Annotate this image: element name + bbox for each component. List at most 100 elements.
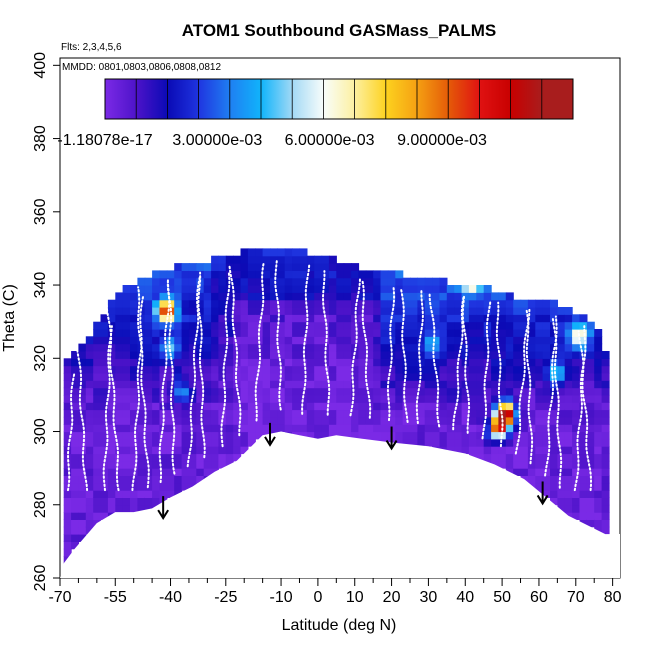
- heatmap-cell: [93, 512, 102, 520]
- heatmap-cell: [535, 394, 544, 403]
- heatmap-cell: [476, 351, 485, 359]
- heatmap-cell: [181, 336, 190, 345]
- heatmap-cell: [321, 299, 330, 308]
- heatmap-cell: [152, 343, 161, 352]
- heatmap-cell: [277, 402, 286, 411]
- heatmap-cell: [579, 504, 588, 513]
- heatmap-cell: [188, 394, 197, 403]
- heatmap-cell: [387, 387, 396, 396]
- heatmap-cell: [351, 329, 360, 337]
- heatmap-cell: [233, 402, 242, 411]
- heatmap-cell: [306, 336, 315, 345]
- heatmap-cell: [491, 307, 500, 315]
- heatmap-cell: [395, 292, 404, 301]
- heatmap-cell: [181, 424, 190, 433]
- heatmap-cell: [284, 299, 293, 308]
- heatmap-cell: [498, 307, 507, 315]
- heatmap-cell: [402, 351, 411, 359]
- heatmap-cell: [107, 438, 116, 447]
- heatmap-cell: [233, 263, 242, 271]
- heatmap-cell: [255, 270, 264, 279]
- heatmap-cell: [262, 424, 271, 433]
- heatmap-cell: [491, 329, 500, 337]
- heatmap-cell: [446, 372, 455, 381]
- heatmap-cell: [166, 299, 175, 308]
- heatmap-cell: [240, 307, 249, 315]
- heatmap-cell: [542, 314, 551, 323]
- heatmap-cell: [122, 424, 131, 433]
- y-tick-label: 260: [32, 565, 49, 592]
- flight-track: [105, 304, 120, 492]
- heatmap-cell: [277, 351, 286, 359]
- heatmap-cell: [594, 409, 603, 418]
- flight-track: [495, 301, 504, 448]
- heatmap-cell: [328, 307, 337, 315]
- heatmap-cell: [542, 416, 551, 425]
- heatmap-cell: [211, 372, 220, 381]
- heatmap-cell: [432, 299, 441, 308]
- heatmap-cell: [520, 460, 529, 469]
- heatmap-cell: [270, 343, 278, 352]
- heatmap-cell: [446, 424, 455, 433]
- heatmap-cell: [351, 387, 360, 396]
- heatmap-cell: [314, 387, 323, 396]
- heatmap-cell: [601, 446, 610, 455]
- colorbar-segment: [510, 79, 543, 119]
- heatmap-cell: [240, 372, 249, 381]
- heatmap-cell: [270, 292, 278, 301]
- heatmap-cell: [211, 270, 220, 279]
- heatmap-cell: [115, 424, 124, 433]
- heatmap-cell: [446, 365, 455, 374]
- heatmap-cell: [542, 372, 551, 381]
- heatmap-cell: [107, 409, 116, 418]
- heatmap-cell: [196, 387, 205, 396]
- heatmap-cell: [336, 314, 345, 323]
- heatmap-cell: [78, 475, 87, 484]
- heatmap-cell: [564, 446, 573, 455]
- heatmap-cell: [314, 329, 323, 337]
- heatmap-cell: [255, 263, 264, 271]
- heatmap-cell: [115, 460, 124, 469]
- flight-track: [131, 294, 145, 492]
- heatmap-cell: [203, 402, 212, 411]
- heatmap-cell: [358, 387, 367, 396]
- heatmap-cell: [410, 285, 418, 293]
- heatmap-cell: [550, 446, 558, 455]
- heatmap-cell: [387, 336, 396, 345]
- heatmap-cell: [63, 438, 72, 447]
- heatmap-cell: [527, 343, 536, 352]
- heatmap-cell: [262, 314, 271, 323]
- colorbar-segment: [448, 79, 480, 119]
- heatmap-cell: [527, 409, 536, 418]
- heatmap-cell: [505, 336, 514, 345]
- heatmap-cell: [446, 351, 455, 359]
- heatmap-cell: [550, 299, 558, 308]
- heatmap-cell: [439, 380, 448, 389]
- heatmap-cell: [314, 270, 323, 279]
- heatmap-cell: [63, 416, 72, 425]
- heatmap-cell: [432, 394, 441, 403]
- heatmap-cell: [93, 394, 102, 403]
- heatmap-cell: [122, 351, 131, 359]
- heatmap-cell: [483, 402, 492, 411]
- flight-track: [415, 288, 424, 425]
- heatmap-cell: [454, 402, 463, 411]
- heatmap-cell: [166, 453, 175, 462]
- heatmap-cell: [594, 468, 603, 476]
- heatmap-cell: [476, 329, 485, 337]
- heatmap-cell: [159, 431, 168, 440]
- heatmap-cell: [63, 372, 72, 381]
- heatmap-cell: [454, 424, 463, 433]
- heatmap-cell: [594, 424, 603, 433]
- heatmap-cell: [137, 475, 146, 484]
- heatmap-cell: [152, 307, 161, 315]
- heatmap-cell: [336, 402, 345, 411]
- heatmap-cell: [365, 292, 374, 301]
- heatmap-cell: [85, 468, 94, 476]
- heatmap-cell: [454, 343, 463, 352]
- heatmap-cell: [152, 424, 161, 433]
- heatmap-cell: [351, 358, 360, 367]
- heatmap-cell: [365, 270, 374, 279]
- heatmap-cell: [535, 343, 544, 352]
- heatmap-cell: [468, 285, 477, 293]
